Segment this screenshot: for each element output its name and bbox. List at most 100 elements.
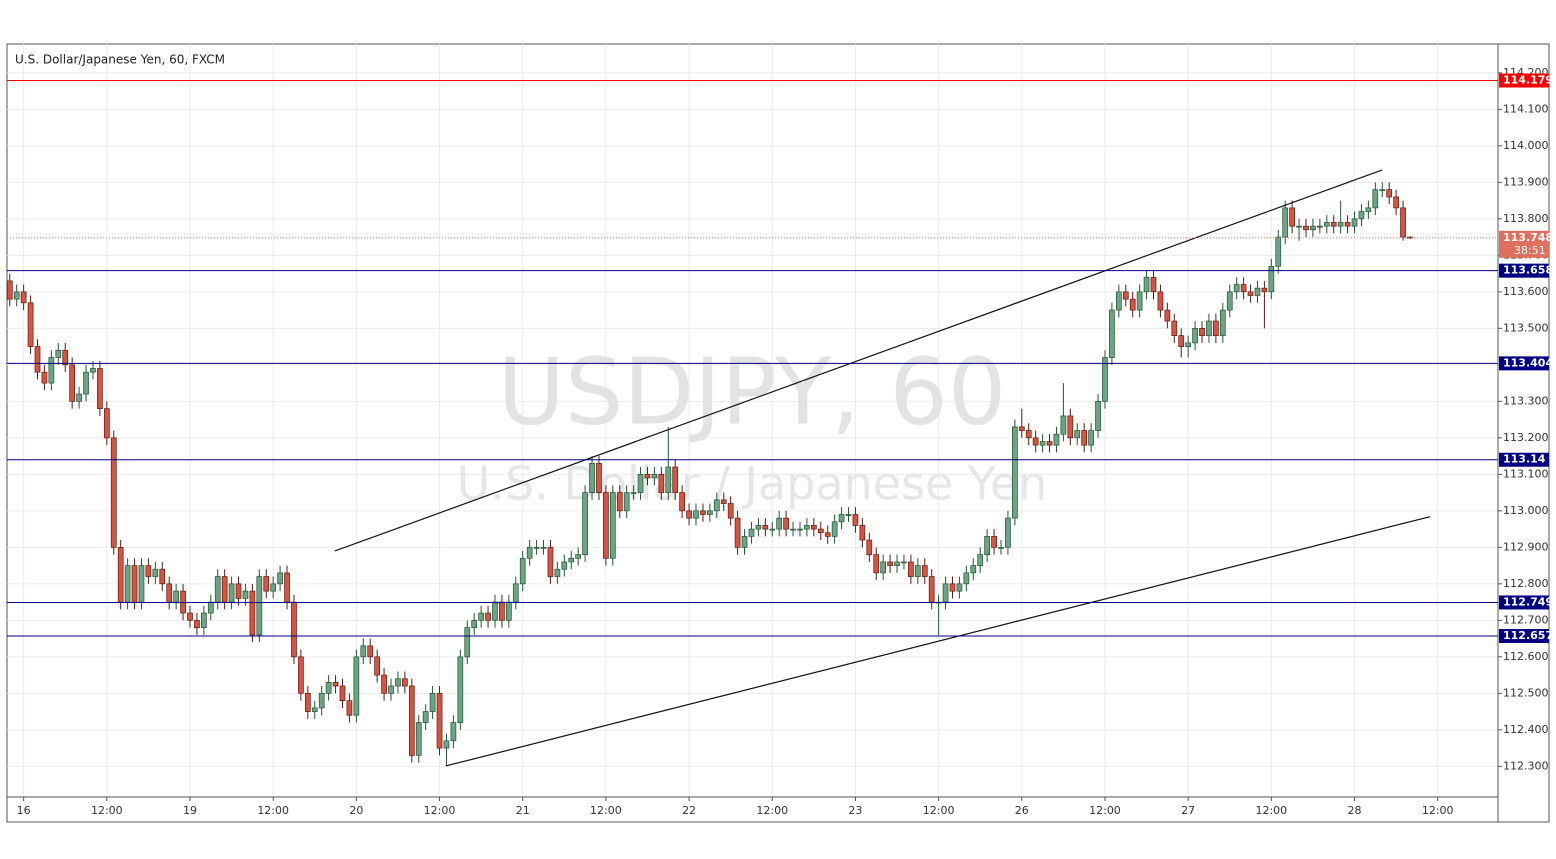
candle-body bbox=[311, 707, 318, 712]
candle-body bbox=[367, 645, 374, 658]
candle-body bbox=[998, 546, 1004, 549]
level-label: 112.749 bbox=[1503, 595, 1553, 608]
candle-body bbox=[908, 561, 914, 577]
y-tick-label: 113.900 bbox=[1503, 175, 1549, 188]
candle-body bbox=[727, 503, 734, 519]
candle-body bbox=[1303, 225, 1309, 231]
trend-line bbox=[445, 516, 1431, 767]
candle-body bbox=[117, 546, 124, 603]
y-tick-label: 114.100 bbox=[1503, 102, 1549, 115]
candle-body bbox=[124, 565, 131, 603]
candle-body bbox=[395, 678, 401, 687]
candle-body bbox=[665, 466, 672, 493]
candle-body bbox=[1400, 207, 1406, 238]
candle-body bbox=[1330, 222, 1337, 227]
plot bbox=[6, 80, 1498, 767]
candle-body bbox=[1219, 309, 1226, 336]
candle-body bbox=[720, 499, 727, 504]
candle-body bbox=[145, 565, 152, 577]
candle-body bbox=[630, 492, 637, 494]
candle-body bbox=[783, 517, 789, 530]
candle-body bbox=[596, 463, 602, 493]
candle-body bbox=[304, 692, 311, 712]
candle-body bbox=[700, 510, 706, 515]
x-tick-label: 20 bbox=[349, 804, 363, 817]
candle-body bbox=[575, 554, 582, 559]
candle-body bbox=[1317, 225, 1323, 228]
y-tick-label: 112.700 bbox=[1503, 613, 1549, 626]
candle-body bbox=[1407, 236, 1413, 239]
x-tick-label: 22 bbox=[682, 804, 696, 817]
trend-line bbox=[334, 169, 1383, 552]
candle-body bbox=[194, 619, 200, 628]
candle-body bbox=[1060, 415, 1067, 435]
level-label-bg bbox=[1499, 629, 1549, 644]
y-tick-label: 113.100 bbox=[1503, 467, 1549, 480]
x-tick-label: 16 bbox=[17, 804, 31, 817]
candle-body bbox=[110, 437, 117, 548]
candle-body bbox=[1164, 309, 1171, 322]
candle-body bbox=[658, 473, 665, 493]
candle-body bbox=[741, 536, 748, 548]
candle-body bbox=[887, 561, 893, 566]
candle-body bbox=[838, 514, 845, 523]
candle-body bbox=[1275, 236, 1282, 267]
candle-body bbox=[790, 528, 796, 531]
candle-body bbox=[34, 346, 41, 373]
candle-body bbox=[242, 590, 249, 599]
y-tick-label: 112.300 bbox=[1503, 759, 1549, 772]
candle-body bbox=[1115, 291, 1122, 311]
candle-body bbox=[1289, 207, 1295, 227]
candle-body bbox=[360, 645, 367, 658]
watermark: USDJPY, 60 bbox=[498, 338, 1007, 445]
grid bbox=[7, 44, 1498, 797]
candle-body bbox=[540, 546, 547, 549]
level-label: 113.404 bbox=[1503, 356, 1553, 369]
candle-body bbox=[1226, 291, 1233, 311]
candle-body bbox=[526, 546, 533, 559]
candle-body bbox=[894, 561, 900, 566]
candle-body bbox=[492, 601, 498, 621]
candle-body bbox=[956, 583, 963, 592]
candle-body bbox=[686, 510, 692, 519]
candle-body bbox=[450, 722, 457, 742]
candle-body bbox=[41, 371, 48, 384]
x-tick-label: 12:00 bbox=[424, 804, 456, 817]
candle-body bbox=[1213, 320, 1219, 336]
candle-body bbox=[457, 656, 464, 723]
candle-body bbox=[603, 492, 609, 559]
candle-body bbox=[76, 393, 82, 402]
candle-body bbox=[1393, 196, 1399, 209]
candle-body bbox=[1122, 291, 1129, 300]
candle-body bbox=[353, 656, 360, 716]
candle-body bbox=[291, 601, 297, 658]
candle-body bbox=[332, 682, 339, 687]
candle-body bbox=[228, 583, 235, 603]
candle-body bbox=[69, 364, 76, 402]
candle-body bbox=[1386, 189, 1393, 198]
candle-body bbox=[672, 466, 679, 493]
x-tick-label: 12:00 bbox=[257, 804, 289, 817]
level-label: 112.657 bbox=[1503, 629, 1553, 642]
level-label-bg bbox=[1499, 73, 1549, 88]
y-tick-label: 113.800 bbox=[1503, 212, 1549, 225]
candle-body bbox=[173, 590, 179, 603]
candle-body bbox=[554, 568, 561, 577]
candle-body bbox=[325, 682, 332, 694]
candle-body bbox=[512, 583, 519, 603]
candle-body bbox=[263, 576, 270, 592]
candle-body bbox=[1337, 222, 1344, 227]
candle-body bbox=[1012, 426, 1018, 519]
candle-body bbox=[921, 565, 928, 577]
candle-body bbox=[1018, 426, 1025, 431]
level-label-bg bbox=[1499, 595, 1549, 610]
candle-body bbox=[1074, 430, 1081, 439]
y-tick-label: 112.900 bbox=[1503, 540, 1549, 553]
candle-body bbox=[991, 536, 997, 548]
candle-body bbox=[1005, 517, 1011, 548]
candle-body bbox=[62, 349, 69, 366]
candle-body bbox=[298, 656, 304, 694]
candle-body bbox=[13, 291, 20, 300]
candle-body bbox=[374, 656, 381, 676]
candle-body bbox=[845, 514, 852, 516]
